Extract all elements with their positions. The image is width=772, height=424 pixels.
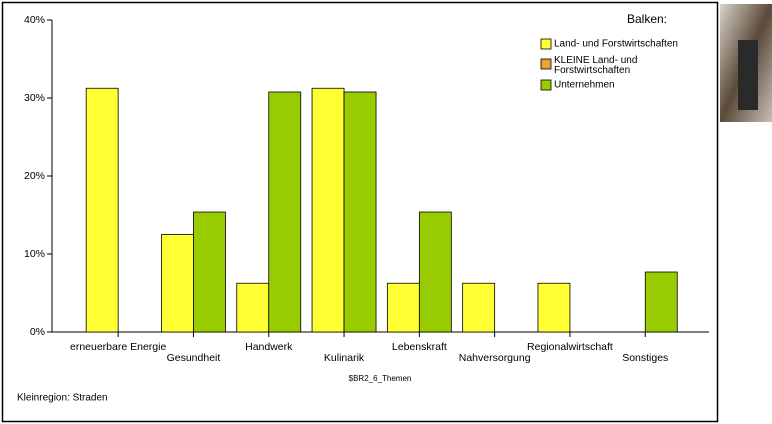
bar	[268, 91, 302, 333]
x-tick-label: erneuerbare Energie	[70, 341, 166, 353]
legend-swatch	[540, 58, 552, 70]
x-tick-label: Lebenskraft	[392, 341, 447, 353]
bar	[343, 91, 377, 333]
bar	[193, 211, 226, 333]
legend-label: Unternehmen	[554, 80, 615, 91]
legend-swatch	[540, 79, 552, 91]
y-tick-label: 20%	[24, 170, 45, 182]
legend-label: Land- und Forstwirtschaften	[554, 39, 678, 50]
x-tick-label: Kulinarik	[324, 352, 365, 364]
x-axis-title: $BR2_6_Themen	[349, 374, 412, 383]
x-tick-label: Sonstiges	[622, 352, 668, 364]
legend-label: KLEINE Land- und Forstwirtschaften	[554, 55, 637, 76]
y-tick-label: 10%	[24, 248, 45, 260]
bar	[311, 87, 345, 333]
x-tick-label: Regionalwirtschaft	[527, 341, 613, 353]
bar	[537, 282, 571, 333]
y-tick-label: 0%	[30, 326, 45, 338]
y-tick-label: 40%	[24, 14, 45, 26]
bar	[236, 282, 270, 333]
bar	[418, 211, 452, 333]
y-tick-label: 30%	[24, 92, 45, 104]
bar	[386, 282, 420, 333]
footnote: Kleinregion: Straden	[17, 393, 108, 404]
legend-swatch	[540, 38, 552, 50]
x-tick-label: Nahversorgung	[459, 352, 531, 364]
x-tick-label: Gesundheit	[167, 352, 221, 364]
legend-title: Balken:	[627, 12, 667, 26]
photo-figure	[738, 40, 758, 110]
x-tick-label: Handwerk	[245, 341, 293, 353]
bar	[85, 87, 119, 333]
bar	[644, 271, 678, 333]
bar	[462, 282, 496, 333]
bar	[161, 234, 194, 333]
